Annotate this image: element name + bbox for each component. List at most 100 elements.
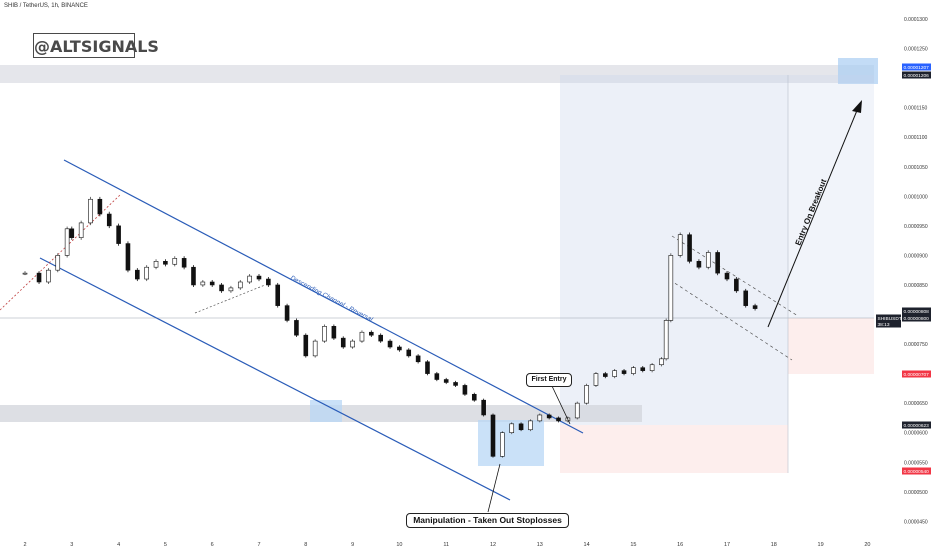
candle-body <box>116 225 121 244</box>
price-tick-label: 0.0001000 <box>904 194 928 200</box>
candle-body <box>668 255 674 321</box>
candle-body <box>528 420 533 431</box>
dotted-trendline-2 <box>194 284 266 314</box>
candle-body <box>350 340 355 348</box>
candle-body <box>649 364 655 371</box>
flag-lower-line <box>669 279 793 361</box>
price-tag-label: 0.00000707 <box>904 372 930 378</box>
first-entry-callout: First Entry <box>526 373 572 387</box>
stop-loss-zone-2 <box>788 318 874 374</box>
resistance-zone <box>0 65 874 83</box>
time-tick-label: 4 <box>117 542 120 548</box>
price-tag <box>876 320 901 328</box>
time-tick-label: 12 <box>490 542 496 548</box>
manipulation-callout: Manipulation - Taken Out Stoplosses <box>406 513 569 528</box>
candle-body <box>481 399 486 416</box>
candle-body <box>219 284 224 292</box>
price-tag <box>902 307 931 315</box>
manipulation-pointer <box>487 463 501 513</box>
price-tag <box>902 314 931 322</box>
candle-body <box>88 198 93 224</box>
candle-body <box>659 358 664 366</box>
price-tick-label: 0.0000900 <box>904 253 928 259</box>
candle-body <box>135 269 140 280</box>
candle-body <box>200 281 206 286</box>
price-tick-label: 0.0001300 <box>904 17 928 23</box>
candle-body <box>631 367 636 374</box>
price-tag <box>902 421 931 429</box>
price-tick-label: 0.0001250 <box>904 47 928 53</box>
candle-body <box>331 326 337 339</box>
time-tick-label: 15 <box>630 542 636 548</box>
time-tick-label: 2 <box>23 542 26 548</box>
candle-body <box>556 417 561 422</box>
candle-body <box>256 275 262 280</box>
candle-body <box>181 258 187 268</box>
channel-lower-line <box>39 257 511 501</box>
time-tick-label: 18 <box>771 542 777 548</box>
price-tag-label: 0.00001206 <box>904 73 930 79</box>
candle-body <box>687 234 692 262</box>
candle-body <box>471 393 477 401</box>
candle-body <box>734 278 739 292</box>
time-tick-label: 20 <box>864 542 870 548</box>
candle-body <box>237 281 243 289</box>
candle-body <box>500 432 505 457</box>
candle-body <box>397 346 402 351</box>
long-profit-zone <box>560 75 788 425</box>
time-tick-label: 8 <box>304 542 307 548</box>
price-tick-label: 0.0000450 <box>904 519 928 525</box>
candle-body <box>518 423 524 431</box>
time-tick-label: 16 <box>677 542 683 548</box>
candle-body <box>752 305 758 309</box>
price-tick-label: 0.0001150 <box>904 106 927 112</box>
time-axis: 2 3 4 5 6 7 8 9 10 11 12 13 14 15 16 17 18 19 20 <box>23 542 870 548</box>
candle-body <box>106 213 112 227</box>
candle-body <box>715 252 720 274</box>
price-tick-label: 0.0000600 <box>904 431 928 437</box>
watermark-logo: @ALTSIGNALS <box>33 33 159 58</box>
candle-body <box>640 367 646 371</box>
price-tag-label: 38:13 <box>878 322 890 328</box>
candle-body <box>509 423 515 433</box>
candle-body <box>621 370 627 374</box>
price-tick-label: 0.0001050 <box>904 165 928 171</box>
candle-body <box>55 255 61 271</box>
candle-body <box>359 331 365 342</box>
time-tick-label: 5 <box>164 542 167 548</box>
time-tick-label: 6 <box>211 542 214 548</box>
time-tick-label: 9 <box>351 542 354 548</box>
time-tick-label: 11 <box>443 542 449 548</box>
channel-label: Descending Channel - Reversal <box>289 275 374 324</box>
candle-body <box>36 272 42 283</box>
stop-loss-zone <box>560 425 788 473</box>
candle-body <box>490 414 496 457</box>
price-tag-label: 0.00000623 <box>904 423 930 429</box>
breakout-arrowhead <box>852 100 862 113</box>
candle-body <box>97 198 103 215</box>
candle-body <box>144 266 149 280</box>
retest-zone <box>310 400 342 422</box>
candle-body <box>537 414 543 422</box>
candle-body <box>663 320 669 360</box>
candle-body <box>284 305 290 321</box>
price-tick-label: 0.0000950 <box>904 224 928 230</box>
candle-body <box>677 234 683 256</box>
price-tag-label: 0.00000540 <box>904 469 930 475</box>
candle-body <box>64 228 70 256</box>
candle-body <box>22 272 28 275</box>
price-tag-label: SHIBUSDT <box>878 316 902 322</box>
candle-body <box>69 228 75 238</box>
price-tag-label: 0.00000808 <box>904 309 930 315</box>
price-tick-label: 0.0000550 <box>904 460 928 466</box>
flag-upper-line <box>671 235 799 317</box>
target-zone-highlight <box>838 58 878 84</box>
price-tick-label: 0.0000750 <box>904 342 928 348</box>
candle-body <box>603 373 608 377</box>
price-tick-label: 0.0000500 <box>904 490 928 496</box>
candle-body <box>546 414 552 419</box>
time-tick-label: 7 <box>257 542 260 548</box>
time-tick-label: 19 <box>818 542 824 548</box>
